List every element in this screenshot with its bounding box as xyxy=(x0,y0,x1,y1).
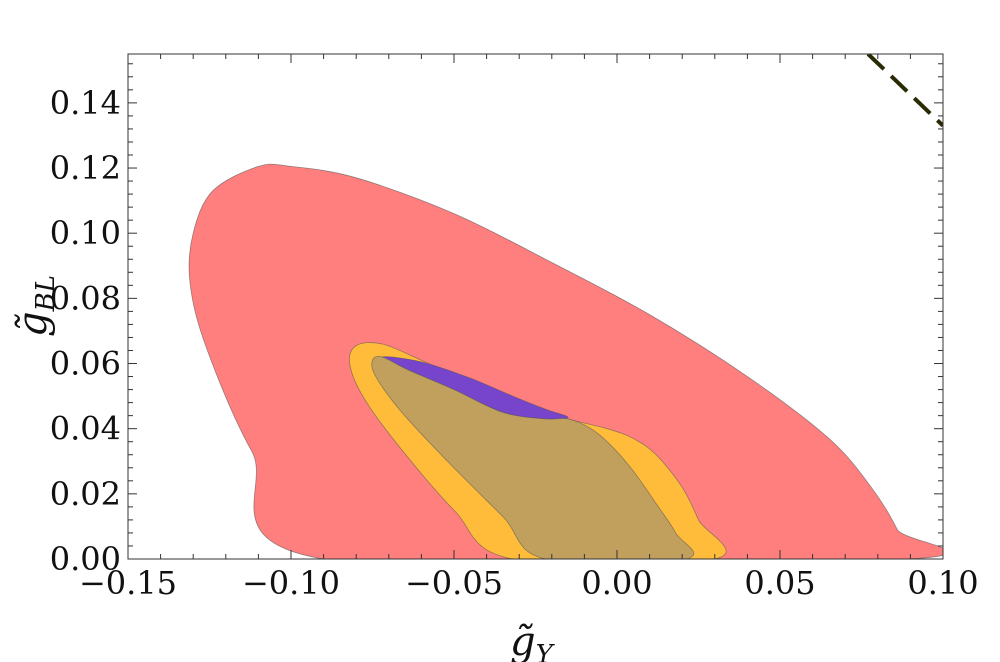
x-tick-label: 0.00 xyxy=(581,564,652,602)
y-tick-label: 0.10 xyxy=(50,214,121,252)
x-tick-label: −0.10 xyxy=(242,564,340,602)
plot-frame xyxy=(127,53,944,560)
plot-lines xyxy=(866,54,943,128)
x-tick-label: 0.05 xyxy=(744,564,815,602)
x-tick-label: −0.15 xyxy=(79,564,177,602)
y-tick-label: 0.02 xyxy=(50,475,121,513)
y-tick-label: 0.00 xyxy=(50,540,121,578)
y-tick-label: 0.04 xyxy=(50,410,121,448)
x-axis-label-base: g̃ xyxy=(510,619,536,662)
y-tick-label: 0.14 xyxy=(50,84,121,122)
y-axis-label-sub: BL xyxy=(31,275,61,312)
plot-regions xyxy=(188,163,943,559)
axis-ticks xyxy=(127,54,944,560)
y-tick-label: 0.06 xyxy=(50,345,121,383)
region-tan xyxy=(371,355,695,559)
y-tick-label: 0.08 xyxy=(50,279,121,317)
region-red xyxy=(188,163,943,559)
x-axis-label: g̃Y xyxy=(510,619,556,662)
x-tick-label: 0.10 xyxy=(907,564,978,602)
line-dashed-bound xyxy=(866,54,943,128)
y-axis-label-base: g̃ xyxy=(10,311,56,337)
y-tick-labels: 0.00 0.02 0.04 0.06 0.08 0.10 0.12 0.14 xyxy=(50,84,121,578)
x-tick-labels: −0.15 −0.10 −0.05 0.00 0.05 0.10 xyxy=(79,564,979,602)
y-tick-label: 0.12 xyxy=(50,149,121,187)
x-tick-label: −0.05 xyxy=(405,564,503,602)
x-axis-label-sub: Y xyxy=(536,640,556,662)
y-axis-label: g̃BL xyxy=(10,275,61,337)
